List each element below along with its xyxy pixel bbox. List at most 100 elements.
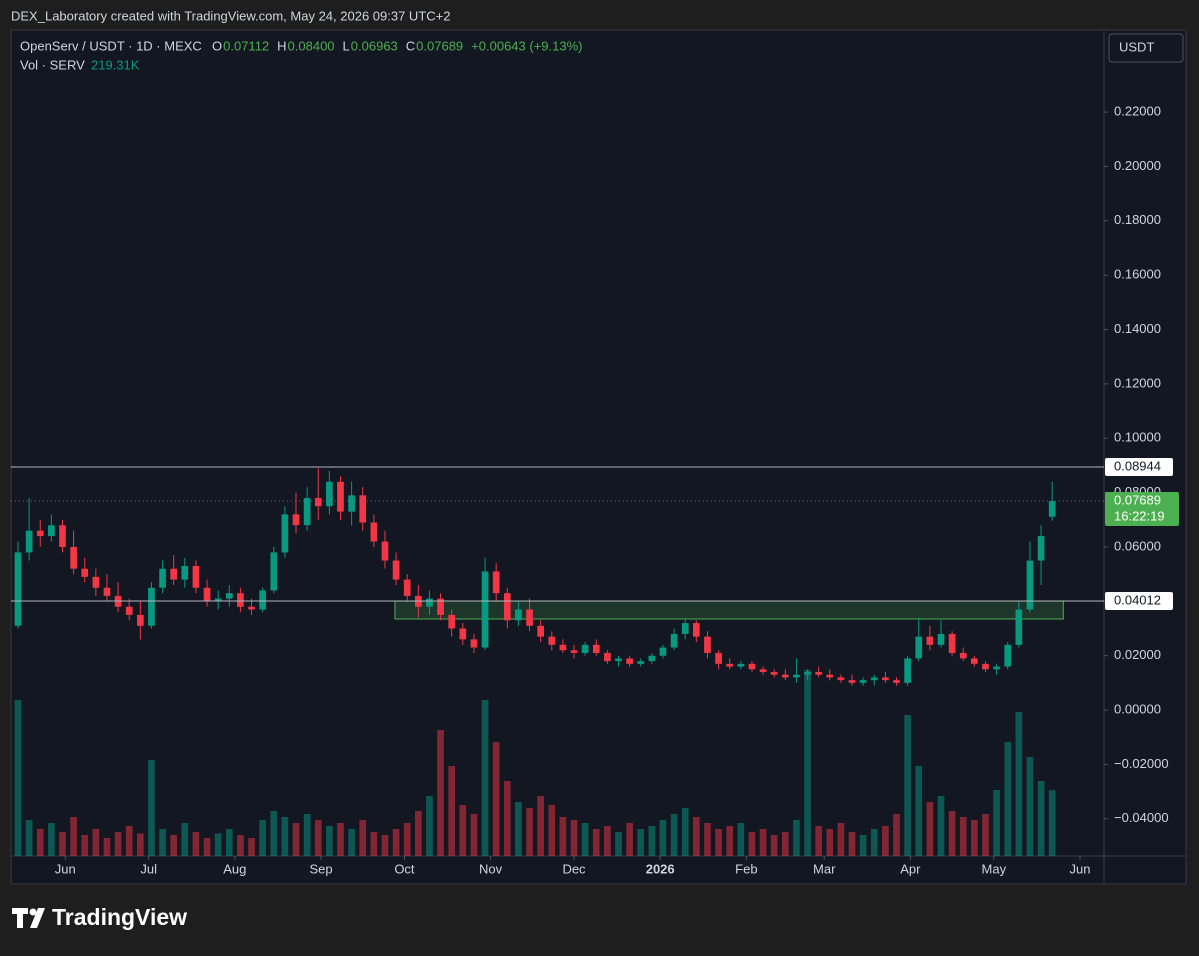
candle-body bbox=[1037, 536, 1045, 561]
currency[interactable]: USDT bbox=[1119, 39, 1154, 54]
volume-bar bbox=[781, 832, 789, 856]
ohlc-key: C bbox=[406, 38, 415, 53]
volume-bar bbox=[492, 742, 500, 856]
volume-bar bbox=[1048, 790, 1056, 856]
candle-body bbox=[448, 614, 456, 629]
y-tick-label: 0.22000 bbox=[1114, 104, 1161, 119]
candle-body bbox=[715, 652, 722, 664]
volume-bar bbox=[1004, 742, 1012, 856]
volume-value: 219.31K bbox=[91, 57, 140, 72]
price-line-label: 0.04012 bbox=[1114, 592, 1161, 607]
candle-body bbox=[559, 644, 567, 651]
volume-bar bbox=[81, 835, 89, 856]
ohlc-value: 0.06963 bbox=[351, 38, 398, 53]
candle-body bbox=[926, 636, 934, 645]
volume-bar bbox=[59, 832, 66, 856]
volume-bar bbox=[48, 823, 55, 856]
volume-bar bbox=[870, 829, 878, 856]
price-line-tag bbox=[1105, 457, 1173, 476]
symbol-title: OpenServ / USDT · 1D · MEXC bbox=[20, 38, 202, 53]
candle-body bbox=[1026, 560, 1034, 610]
y-tick-label: 0.20000 bbox=[1114, 158, 1161, 173]
candle-body bbox=[592, 644, 600, 653]
candle-body bbox=[25, 530, 33, 553]
volume-bar bbox=[526, 808, 533, 856]
volume-bar bbox=[314, 820, 322, 856]
volume-bar bbox=[214, 833, 222, 856]
ohlc-value: 0.07112 bbox=[223, 38, 269, 53]
volume-bar bbox=[615, 832, 622, 856]
countdown: 16:22:19 bbox=[1114, 508, 1165, 523]
candle-body bbox=[403, 579, 411, 596]
candle-body bbox=[359, 495, 367, 523]
candle-body bbox=[237, 593, 244, 607]
candle-body bbox=[770, 671, 778, 675]
volume-bar bbox=[459, 805, 467, 856]
candle-body bbox=[459, 628, 467, 640]
volume-bar bbox=[92, 829, 100, 856]
volume-bar bbox=[948, 811, 956, 856]
volume-bar bbox=[848, 832, 856, 856]
volume-bar bbox=[570, 820, 578, 856]
y-tick-label: 0.10000 bbox=[1114, 430, 1161, 445]
volume-bar bbox=[770, 835, 778, 856]
candle-body bbox=[259, 590, 266, 610]
candle-body bbox=[893, 680, 900, 683]
candle-body bbox=[848, 680, 856, 683]
volume-bar bbox=[915, 766, 923, 856]
x-tick-label: Nov bbox=[479, 861, 503, 876]
y-tick-label: 0.16000 bbox=[1114, 267, 1161, 282]
candle-body bbox=[526, 609, 533, 626]
volume-bar bbox=[170, 835, 178, 856]
volume-bar bbox=[670, 814, 678, 856]
volume-bar bbox=[704, 823, 711, 856]
volume-bar bbox=[159, 829, 166, 856]
volume-bar bbox=[114, 832, 122, 856]
candle-body bbox=[804, 671, 811, 675]
candle-body bbox=[704, 636, 711, 653]
volume-bar bbox=[748, 832, 756, 856]
candle-body bbox=[859, 680, 867, 683]
candle-body bbox=[136, 614, 144, 626]
volume-bar bbox=[270, 811, 278, 856]
candle-body bbox=[1004, 644, 1012, 667]
ohlc-value: 0.08400 bbox=[288, 38, 335, 53]
candle-body bbox=[159, 568, 166, 588]
x-tick-label: 2026 bbox=[646, 861, 675, 876]
y-tick-label: −0.04000 bbox=[1114, 810, 1169, 825]
candle-body bbox=[92, 576, 100, 588]
ohlc-value: 0.07689 bbox=[416, 38, 463, 53]
candle-body bbox=[826, 674, 834, 678]
candle-body bbox=[1048, 501, 1056, 517]
x-tick-label: Jun bbox=[1069, 861, 1090, 876]
candle-body bbox=[882, 677, 889, 681]
volume-bar bbox=[392, 829, 400, 856]
volume-bar bbox=[448, 766, 456, 856]
volume-bar bbox=[648, 826, 656, 856]
last-price-tag bbox=[1105, 492, 1179, 527]
candle-body bbox=[426, 598, 433, 607]
candle-body bbox=[348, 495, 355, 512]
price-line-label: 0.08944 bbox=[1114, 458, 1161, 473]
volume-bar bbox=[581, 823, 589, 856]
volume-bar bbox=[70, 817, 77, 856]
candle-body bbox=[170, 568, 178, 580]
volume-bar bbox=[181, 823, 189, 856]
attribution: DEX_Laboratory created with TradingView.… bbox=[11, 8, 450, 23]
volume-bar bbox=[837, 823, 845, 856]
volume-bar bbox=[259, 820, 266, 856]
chart-panel bbox=[10, 29, 1187, 885]
candle-body bbox=[14, 552, 22, 626]
volume-bar bbox=[1026, 757, 1034, 856]
candle-body bbox=[181, 565, 189, 580]
candle-body bbox=[314, 498, 322, 507]
volume-bar bbox=[971, 820, 978, 856]
currency-button[interactable] bbox=[1108, 33, 1184, 63]
brand: TradingView bbox=[52, 904, 187, 930]
candle-body bbox=[781, 674, 789, 678]
volume-bar bbox=[414, 811, 422, 856]
volume-bar bbox=[937, 796, 945, 856]
candle-body bbox=[1015, 609, 1023, 645]
brand-logo bbox=[12, 908, 45, 928]
